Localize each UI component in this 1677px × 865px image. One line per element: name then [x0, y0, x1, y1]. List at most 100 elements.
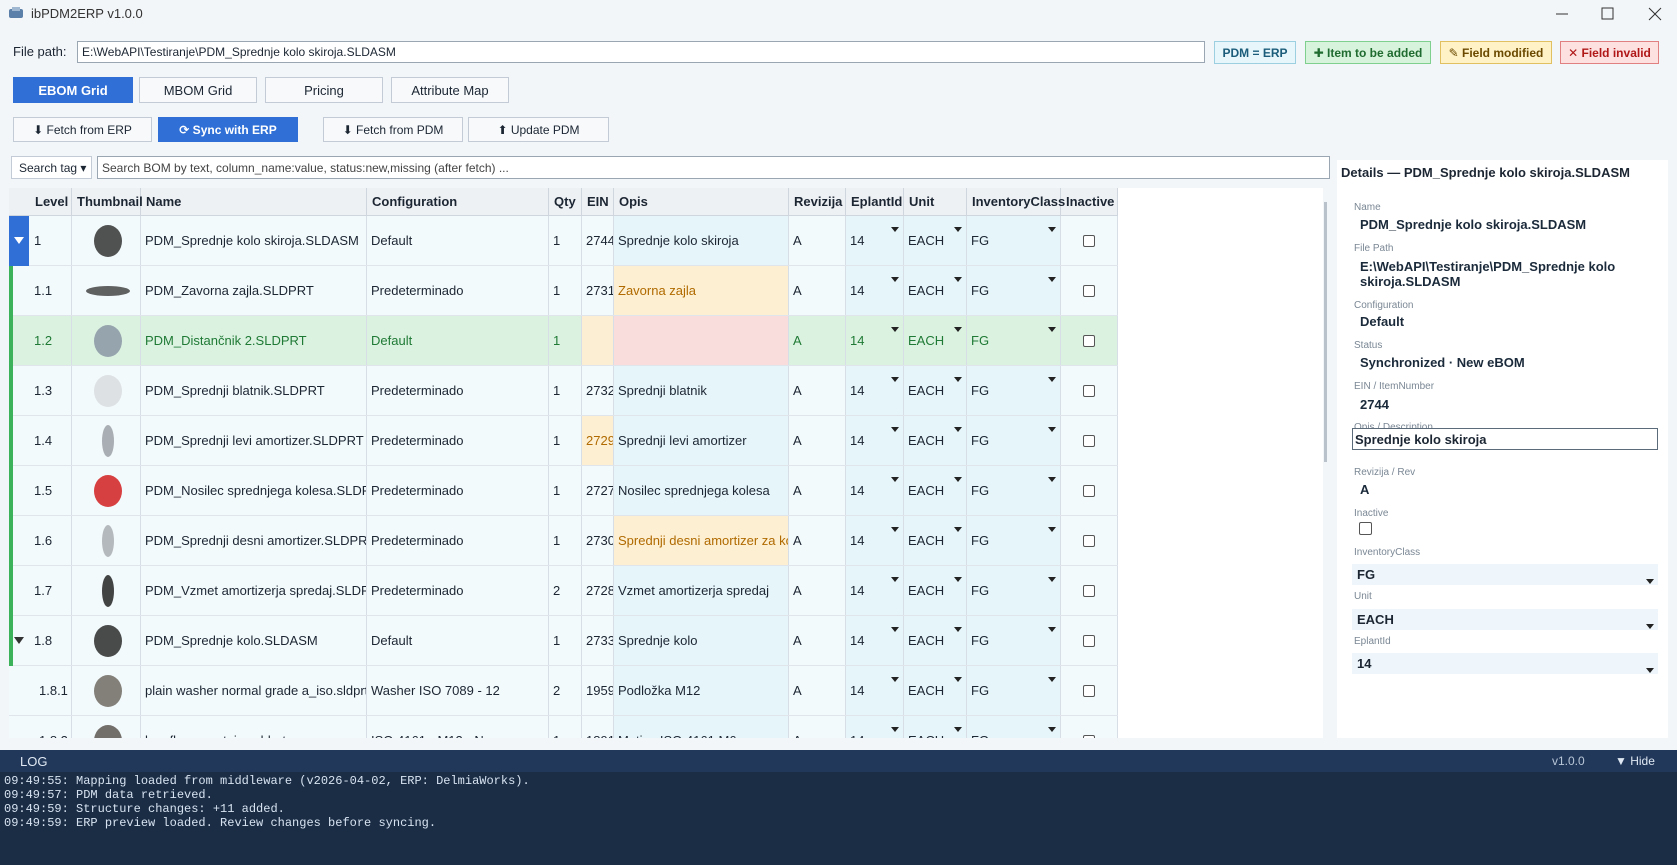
dropdown-arrow[interactable]: [891, 620, 899, 632]
inactive-checkbox[interactable]: [1083, 384, 1095, 397]
dropdown-arrow[interactable]: [954, 520, 962, 532]
tab[interactable]: Pricing: [265, 77, 383, 103]
grid-row[interactable]: 1.3 PDM_Sprednji blatnik.SLDPRT Predetermi…: [9, 366, 1118, 416]
cell[interactable]: Podložka M12: [614, 666, 789, 715]
cell[interactable]: EACH: [904, 616, 967, 665]
cell[interactable]: 14: [846, 266, 904, 315]
grid-row[interactable]: 1.7 PDM_Vzmet amortizerja spredaj.SLDPRT P…: [9, 566, 1118, 616]
inactive-checkbox[interactable]: [1083, 534, 1095, 547]
dropdown-arrow[interactable]: [954, 720, 962, 732]
dropdown-arrow[interactable]: [891, 470, 899, 482]
inactive-checkbox[interactable]: [1083, 284, 1095, 297]
column-header[interactable]: Name: [141, 188, 367, 215]
column-header[interactable]: Revizija: [789, 188, 846, 215]
dropdown-arrow[interactable]: [1646, 617, 1654, 629]
dropdown-arrow[interactable]: [954, 270, 962, 282]
cell[interactable]: FG: [967, 716, 1061, 738]
cell[interactable]: Nosilec sprednjega kolesa: [614, 466, 789, 515]
grid-row[interactable]: 1.8 PDM_Sprednje kolo.SLDASM Default 1 2733 S…: [9, 616, 1118, 666]
dropdown[interactable]: EACH: [1352, 609, 1658, 630]
inactive-checkbox[interactable]: [1083, 734, 1095, 738]
cell[interactable]: FG: [967, 416, 1061, 465]
cell[interactable]: FG: [967, 616, 1061, 665]
dropdown-arrow[interactable]: [1048, 670, 1056, 682]
column-header[interactable]: Unit: [904, 188, 967, 215]
cell[interactable]: [614, 316, 789, 365]
cell[interactable]: 14: [846, 516, 904, 565]
column-header[interactable]: Thumbnail: [72, 188, 143, 215]
column-header[interactable]: EplantId: [846, 188, 904, 215]
description-input[interactable]: Sprednje kolo skiroja: [1352, 428, 1658, 450]
dropdown[interactable]: FG: [1352, 564, 1658, 585]
dropdown-arrow[interactable]: [1048, 570, 1056, 582]
cell[interactable]: EACH: [904, 316, 967, 365]
dropdown-arrow[interactable]: [954, 370, 962, 382]
cell[interactable]: Sprednji levi amortizer: [614, 416, 789, 465]
dropdown-arrow[interactable]: [891, 520, 899, 532]
action-button[interactable]: ⬇ Fetch from PDM: [323, 117, 463, 142]
cell[interactable]: 14: [846, 216, 904, 265]
dropdown-arrow[interactable]: [954, 320, 962, 332]
cell[interactable]: FG: [967, 366, 1061, 415]
cell[interactable]: EACH: [904, 666, 967, 715]
inactive-checkbox[interactable]: [1083, 584, 1095, 597]
cell[interactable]: FG: [967, 466, 1061, 515]
dropdown-arrow[interactable]: [1048, 320, 1056, 332]
column-header[interactable]: Configuration: [367, 188, 549, 215]
dropdown-arrow[interactable]: [891, 270, 899, 282]
cell[interactable]: 14: [846, 416, 904, 465]
cell[interactable]: EACH: [904, 416, 967, 465]
cell[interactable]: FG: [967, 316, 1061, 365]
cell[interactable]: 14: [846, 566, 904, 615]
inactive-checkbox[interactable]: [1083, 334, 1095, 347]
grid-row[interactable]: 1.6 PDM_Sprednji desni amortizer.SLDPRT Pr…: [9, 516, 1118, 566]
search-input[interactable]: Search BOM by text, column_name:value, s…: [97, 156, 1330, 179]
cell[interactable]: FG: [967, 516, 1061, 565]
cell[interactable]: FG: [967, 666, 1061, 715]
dropdown-arrow[interactable]: [1048, 470, 1056, 482]
cell[interactable]: EACH: [904, 516, 967, 565]
cell[interactable]: Matica ISO 4161 M6: [614, 716, 789, 738]
grid-row[interactable]: 1.8.1 plain washer normal grade a_iso.sld…: [9, 666, 1118, 716]
inactive-checkbox[interactable]: [1083, 484, 1095, 497]
cell[interactable]: EACH: [904, 266, 967, 315]
tab[interactable]: Attribute Map: [391, 77, 509, 103]
dropdown-arrow[interactable]: [1048, 220, 1056, 232]
expand-toggle[interactable]: [9, 616, 29, 666]
scrollbar[interactable]: [1324, 202, 1327, 462]
cell[interactable]: FG: [967, 566, 1061, 615]
dropdown-arrow[interactable]: [954, 620, 962, 632]
column-header[interactable]: Inactive: [1061, 188, 1118, 215]
dropdown-arrow[interactable]: [954, 670, 962, 682]
action-button[interactable]: ⬆ Update PDM: [468, 117, 609, 142]
grid-row[interactable]: 1.8.2 hex flange nut_iso.sldprtISO 4161 -…: [9, 716, 1118, 738]
inactive-checkbox[interactable]: [1359, 522, 1372, 535]
dropdown-arrow[interactable]: [891, 720, 899, 732]
dropdown-arrow[interactable]: [891, 570, 899, 582]
dropdown-arrow[interactable]: [1048, 420, 1056, 432]
cell[interactable]: EACH: [904, 466, 967, 515]
column-header[interactable]: Level: [30, 188, 72, 215]
dropdown-arrow[interactable]: [954, 220, 962, 232]
dropdown-arrow[interactable]: [891, 420, 899, 432]
cell[interactable]: 14: [846, 316, 904, 365]
dropdown-arrow[interactable]: [1048, 270, 1056, 282]
column-header[interactable]: Opis: [614, 188, 789, 215]
column-header[interactable]: InventoryClass: [967, 188, 1065, 215]
cell[interactable]: 14: [846, 716, 904, 738]
inactive-checkbox[interactable]: [1083, 434, 1095, 447]
cell[interactable]: EACH: [904, 716, 967, 738]
cell[interactable]: EACH: [904, 566, 967, 615]
dropdown-arrow[interactable]: [1048, 620, 1056, 632]
dropdown-arrow[interactable]: [891, 670, 899, 682]
search-tag[interactable]: Search tag ▾: [11, 156, 92, 179]
column-header[interactable]: Qty: [549, 188, 582, 215]
cell[interactable]: Sprednje kolo: [614, 616, 789, 665]
cell[interactable]: FG: [967, 266, 1061, 315]
window-controls[interactable]: [1550, 6, 1670, 22]
cell[interactable]: 14: [846, 366, 904, 415]
cell[interactable]: Vzmet amortizerja spredaj: [614, 566, 789, 615]
dropdown-arrow[interactable]: [1646, 661, 1654, 673]
dropdown-arrow[interactable]: [1646, 572, 1654, 584]
dropdown-arrow[interactable]: [954, 570, 962, 582]
